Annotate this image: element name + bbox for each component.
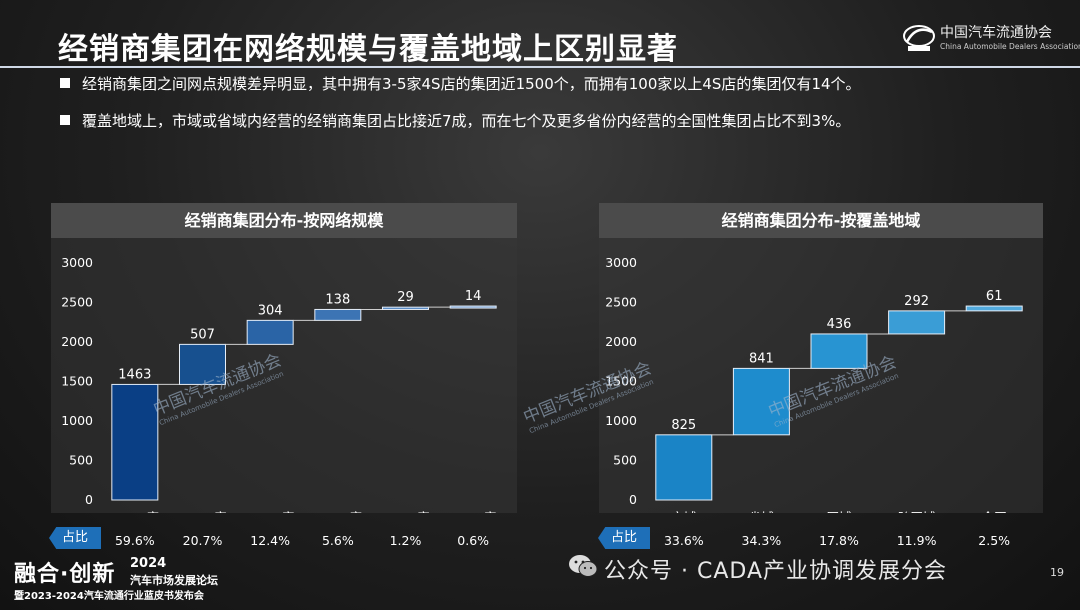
waterfall-bar: [246, 319, 294, 345]
waterfall-bar: [179, 343, 226, 385]
y-tick-label: 2000: [61, 334, 93, 349]
data-label: 841: [749, 351, 774, 366]
share-value: 59.6%: [114, 533, 155, 548]
x-category-label: 06-09家: [178, 510, 227, 513]
chart-panel-coverage-region: 经销商集团分布-按覆盖地域 0 500 1000 1500 2000 2500 3000 82…: [599, 203, 1043, 513]
share-row-network-scale: 占比 59.6% 20.7% 12.4% 5.6% 1.2% 0.6%: [49, 527, 519, 549]
waterfall-bar: [111, 383, 159, 501]
waterfall-bar: [810, 333, 868, 369]
wechat-icon: [569, 555, 598, 577]
chart-panel-network-scale: 经销商集团分布-按网络规模 0 500 1000 1500 2000 2500 3000 14…: [51, 203, 517, 513]
share-value: 1.2%: [389, 533, 422, 548]
share-value: 34.3%: [741, 533, 782, 548]
waterfall-chart-coverage-region: 0 500 1000 1500 2000 2500 3000 825 市域 841 省域 436 区域 2…: [605, 255, 1023, 513]
y-tick-label: 500: [613, 453, 637, 468]
source-account: 公众号 · CADA产业协调发展分会: [604, 559, 947, 584]
x-category-label: 跨区域: [898, 510, 936, 513]
header-divider: [0, 66, 1080, 68]
data-label: 138: [325, 292, 350, 307]
bullet-network-scale: 经销商集团之间网点规模差异明显，其中拥有3-5家4S店的集团近1500个，而拥有…: [60, 73, 861, 94]
logo-chinese-name: 中国汽车流通协会: [940, 25, 1052, 41]
chart-title: 经销商集团分布-按网络规模: [51, 203, 517, 238]
y-tick-label: 500: [69, 453, 93, 468]
y-tick-label: 3000: [605, 255, 637, 270]
bullet-square-icon: [60, 78, 70, 88]
cada-logo-icon: [903, 25, 935, 51]
share-label-tag: 占比: [49, 527, 101, 549]
forum-year: 2024: [130, 556, 167, 571]
share-value: 2.5%: [978, 533, 1011, 548]
waterfall-bar: [382, 306, 429, 310]
share-value: 33.6%: [663, 533, 704, 548]
bullet-text: 经销商集团之间网点规模差异明显，其中拥有3-5家4S店的集团近1500个，而拥有…: [82, 75, 861, 93]
share-value: 17.8%: [819, 533, 859, 548]
waterfall-bar: [888, 310, 946, 335]
data-label: 1463: [118, 367, 151, 382]
forum-name: 汽车市场发展论坛: [130, 574, 218, 587]
x-category-label: 省域: [749, 510, 774, 513]
waterfall-chart-network-scale: 0 500 1000 1500 2000 2500 3000 1463 03-05家 507 06-…: [61, 255, 497, 513]
y-tick-label: 1000: [61, 413, 93, 428]
x-category-label: 市域: [671, 510, 696, 513]
cada-logo: 中国汽车流通协会 China Automobile Dealers Associ…: [902, 20, 1080, 56]
bullet-text: 覆盖地域上，市域或省域内经营的经销商集团占比接近7成，而在七个及更多省份内经营的…: [82, 112, 851, 130]
forum-subtitle: 暨2023-2024汽车流通行业蓝皮书发布会: [14, 591, 204, 602]
share-value: 20.7%: [182, 533, 223, 548]
y-tick-label: 1000: [605, 413, 637, 428]
share-row-coverage-region: 占比 33.6% 34.3% 17.8% 11.9% 2.5%: [598, 527, 1044, 549]
data-label: 825: [671, 418, 696, 433]
waterfall-bar: [449, 305, 497, 309]
data-label: 14: [465, 289, 482, 304]
y-tick-label: 2000: [605, 334, 637, 349]
x-category-label: 全国: [982, 510, 1007, 513]
y-tick-label: 0: [85, 492, 93, 507]
waterfall-bar: [732, 367, 790, 436]
data-label: 304: [258, 303, 283, 318]
page-number: 19: [1050, 566, 1064, 579]
waterfall-bar: [965, 305, 1023, 312]
share-value: 12.4%: [250, 533, 291, 548]
x-category-label: 区域: [826, 510, 851, 513]
waterfall-bar: [655, 434, 713, 501]
y-tick-label: 2500: [605, 295, 637, 310]
y-tick-label: 1500: [61, 374, 93, 389]
x-category-label: 50-99家: [381, 510, 430, 513]
share-value: 0.6%: [457, 533, 490, 548]
y-tick-label: 2500: [61, 295, 93, 310]
x-category-label: 20-49家: [313, 510, 362, 513]
chart-title: 经销商集团分布-按覆盖地域: [599, 203, 1043, 238]
bullet-square-icon: [60, 115, 70, 125]
share-label-tag: 占比: [598, 527, 650, 549]
data-label: 436: [827, 317, 852, 332]
logo-english-name: China Automobile Dealers Association: [940, 42, 1080, 51]
y-tick-label: 0: [629, 492, 637, 507]
x-category-label: 03-05家: [110, 510, 159, 513]
share-value: 5.6%: [321, 533, 354, 548]
slide-title: 经销商集团在网络规模与覆盖地域上区别显著: [58, 32, 678, 67]
forum-slogan: 融合·创新: [14, 562, 116, 587]
waterfall-bar: [314, 308, 362, 321]
data-label: 61: [986, 289, 1003, 304]
y-tick-label: 1500: [605, 374, 637, 389]
x-category-label: ≥100家: [450, 510, 497, 513]
share-value: 11.9%: [896, 533, 937, 548]
y-tick-label: 3000: [61, 255, 93, 270]
data-label: 292: [904, 294, 929, 309]
data-label: 29: [397, 290, 414, 305]
data-label: 507: [190, 327, 215, 342]
x-category-label: 10-19家: [246, 510, 295, 513]
bullet-coverage-region: 覆盖地域上，市域或省域内经营的经销商集团占比接近7成，而在七个及更多省份内经营的…: [60, 110, 850, 131]
